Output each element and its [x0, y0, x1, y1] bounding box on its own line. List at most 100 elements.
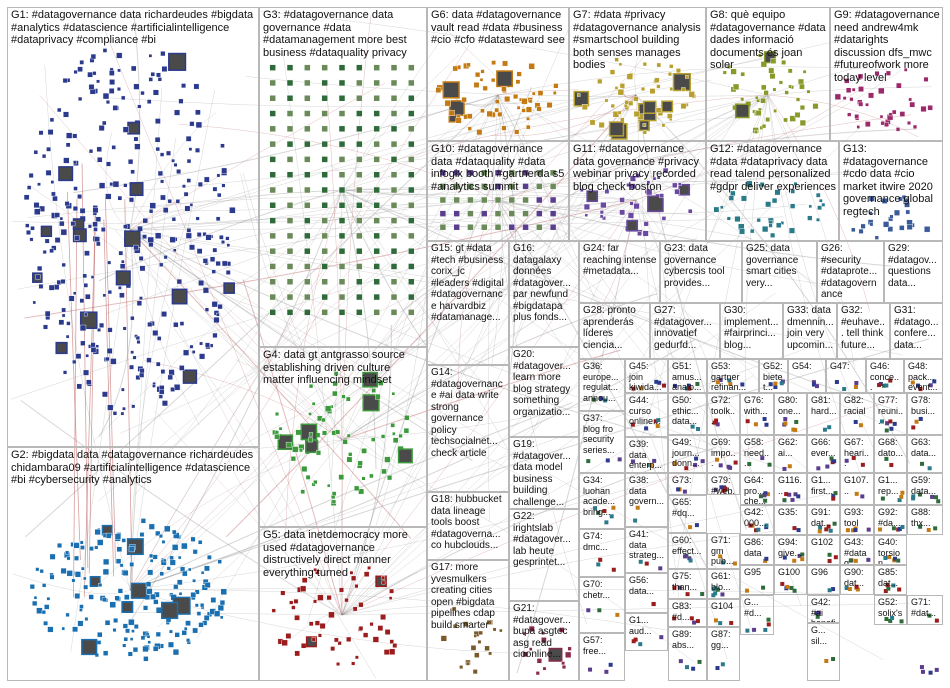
group-box-g61[interactable]: G61: blo... — [707, 569, 740, 599]
group-box-g89[interactable]: G89: abs... — [668, 627, 707, 681]
group-box-g79[interactable]: G79: #web... — [707, 473, 740, 495]
group-box-g62[interactable]: G62: ai... — [774, 435, 807, 473]
group-box-g37[interactable]: G37: blog fro security series... — [579, 411, 625, 473]
group-box-g16[interactable]: G16: datagalaxy données #datagover... pa… — [509, 241, 579, 347]
group-box-g73[interactable]: G73: — [668, 473, 707, 495]
group-box-g104[interactable]: G104 — [707, 599, 740, 627]
group-box-g74[interactable]: G74: dmc... — [579, 529, 625, 577]
group-box-g69[interactable]: G69: impo... — [707, 435, 740, 473]
group-box-g66[interactable]: G66: ever... — [807, 435, 840, 473]
group-box-g20[interactable]: G20: #datagover... learn more blog strat… — [509, 347, 579, 437]
group-box-g88[interactable]: G88: thx... — [907, 505, 943, 535]
group-box-g49[interactable]: G49: journ... donn... — [668, 435, 707, 473]
group-box-g3[interactable]: G3: #datagovernance data governance #dat… — [259, 7, 427, 347]
group-box-g101[interactable]: G1... first... — [807, 473, 840, 505]
group-box-g56[interactable]: G56: data... — [625, 573, 668, 613]
group-box-g60[interactable]: G60: effect... — [668, 533, 707, 569]
group-box-g52s[interactable]: G52: bietet... — [759, 359, 788, 393]
group-box-g38[interactable]: G38: data govern... — [625, 473, 668, 527]
group-box-g63[interactable]: G63: data... — [907, 435, 943, 473]
group-box-g83[interactable]: G83: #d... — [668, 599, 707, 627]
group-box-g15[interactable]: G15: gt #data #tech #business corix_jc #… — [427, 241, 509, 365]
group-box-g31[interactable]: G31: #datago... confere... data... — [890, 303, 943, 359]
group-box-g7[interactable]: G7: #data #privacy #datagovernance analy… — [569, 7, 706, 141]
group-box-g36[interactable]: G36: europe... regulat... annou... — [579, 359, 625, 411]
group-box-g28[interactable]: G28: pronto aprenderás líderes ciencia..… — [579, 303, 650, 359]
group-box-g21[interactable]: G21: #datagover... bupa asgtec asg read … — [509, 601, 579, 681]
group-box-g5[interactable]: G5: data inetdemocracy more used #datago… — [259, 527, 427, 681]
group-box-g39[interactable]: G39: data enterp... — [625, 437, 668, 473]
group-box-g40[interactable]: G40: torsion #datag... — [874, 535, 907, 565]
group-box-g8[interactable]: G8: què equipo #datagovernance #data dad… — [706, 7, 830, 141]
group-box-g81[interactable]: G81: hard... — [807, 393, 840, 435]
group-box-g94[interactable]: G94: give... — [774, 535, 807, 565]
group-box-g98[interactable]: G... sil... — [807, 623, 840, 681]
group-box-g42[interactable]: G42: #ai benefit... — [807, 595, 840, 623]
group-box-g95[interactable]: G95 — [740, 565, 774, 595]
group-box-g116[interactable]: G116... — [774, 473, 807, 505]
group-box-g64[interactable]: G64: pro... che... — [740, 473, 774, 505]
group-box-g42s[interactable]: G42: 000... — [740, 505, 774, 535]
group-box-g59[interactable]: G59: data... — [907, 473, 943, 505]
group-box-g35[interactable]: G35: — [774, 505, 807, 535]
group-box-g90[interactable]: G90: dat... — [840, 565, 874, 595]
group-box-g29[interactable]: G29: #datagov... questions data... — [884, 241, 943, 303]
group-box-g4[interactable]: G4: data gt antgrasso source establishin… — [259, 347, 427, 527]
group-box-g2[interactable]: G2: #bigdata data #datagovernance richar… — [7, 447, 259, 681]
group-box-g26[interactable]: G26: #security #dataprote... #datagovern… — [817, 241, 884, 303]
group-box-g33[interactable]: G33: data dmennin... join very upcomin..… — [783, 303, 837, 359]
group-box-g92[interactable]: G92: #da... — [874, 505, 907, 535]
group-box-g41[interactable]: G41: data strateg... — [625, 527, 668, 573]
group-box-g14[interactable]: G14: #datagovernance #ai data write stro… — [427, 365, 509, 492]
group-box-g107[interactable]: G107... — [840, 473, 874, 505]
group-box-g54[interactable]: G54: — [788, 359, 826, 393]
group-box-g32[interactable]: G32: #euhave... tell think future... — [837, 303, 890, 359]
group-box-g71s[interactable]: G71: gm pub... — [707, 533, 740, 569]
group-box-g68[interactable]: G68: dato... — [874, 435, 907, 473]
group-box-g47[interactable]: G47: — [826, 359, 866, 393]
group-box-g78[interactable]: G78: busi... — [907, 393, 943, 435]
group-box-g91[interactable]: G91: dat... — [807, 505, 840, 535]
group-box-g102[interactable]: G1... rep... — [874, 473, 907, 505]
group-box-g93[interactable]: G93: tool — [840, 505, 874, 535]
group-box-g58[interactable]: G58: need... — [740, 435, 774, 473]
group-box-g70[interactable]: G70: chetr... — [579, 577, 625, 633]
group-box-g96[interactable]: G96 — [807, 565, 840, 595]
group-box-g23[interactable]: G23: data governance cybercsis tool prov… — [660, 241, 742, 303]
group-box-g52[interactable]: G52: solix's... — [874, 595, 907, 625]
group-box-g34[interactable]: G34: luohan acade... bring... — [579, 473, 625, 529]
group-box-g12[interactable]: G12: #datagovernance #data #dataprivacy … — [706, 141, 839, 241]
group-box-g22[interactable]: G22: irightslab #datagover... lab heute … — [509, 509, 579, 601]
group-box-g97[interactable]: G... #d... — [740, 595, 774, 635]
group-box-g86[interactable]: G86: data — [740, 535, 774, 565]
group-box-g1[interactable]: G1: #datagovernance data richardeudes #b… — [7, 7, 259, 447]
group-box-g100[interactable]: G100 — [774, 565, 807, 595]
group-box-g76[interactable]: G76: with... — [740, 393, 774, 435]
group-box-g45[interactable]: G45: join kiwida... — [625, 359, 668, 393]
group-box-g27[interactable]: G27: #datagover... innovatief gedurfd... — [650, 303, 720, 359]
group-box-g11[interactable]: G11: #datagovernance data governance #pr… — [569, 141, 706, 241]
group-box-g75[interactable]: G75: than... — [668, 569, 707, 599]
group-box-g43[interactable]: G43: #datag... manag... — [840, 535, 874, 565]
group-box-g13[interactable]: G13: #datagovernance #cdo data #cio mark… — [839, 141, 943, 241]
group-box-g77[interactable]: G77: reuni... — [874, 393, 907, 435]
group-box-g102b[interactable]: G102 — [807, 535, 840, 565]
group-box-g82[interactable]: G82: racial — [840, 393, 874, 435]
group-box-g18[interactable]: G18: hubbucket data lineage tools boost … — [427, 492, 509, 560]
group-box-g25[interactable]: G25: data governance smart cities very..… — [742, 241, 817, 303]
group-box-g80[interactable]: G80: one... — [774, 393, 807, 435]
group-box-g51[interactable]: G51: amus... analo... — [668, 359, 707, 393]
group-box-g44[interactable]: G44: curso online... — [625, 393, 668, 437]
group-box-g46[interactable]: G46: conce... #data... — [866, 359, 904, 393]
group-box-g71[interactable]: G71: #dat... — [907, 595, 943, 625]
group-box-g87[interactable]: G87: gg... — [707, 627, 740, 681]
group-box-g50[interactable]: G50: ethic... data... — [668, 393, 707, 435]
group-box-g48[interactable]: G48: pack... event... — [904, 359, 943, 393]
group-box-g9[interactable]: G9: #datagovernance need andrew4mk #data… — [830, 7, 943, 141]
group-box-g65[interactable]: G65: #dq... — [668, 495, 707, 533]
group-box-g6[interactable]: G6: data #datagovernance vault read #dat… — [427, 7, 569, 141]
group-box-g10[interactable]: G10: #datagovernance data #dataquality #… — [427, 141, 569, 241]
group-box-g19[interactable]: G19: #datagover... data model business b… — [509, 437, 579, 509]
group-box-g30[interactable]: G30: implement... #fairprinci... blog... — [720, 303, 783, 359]
group-box-g53[interactable]: G53: gartner refinan... analy... — [707, 359, 759, 393]
